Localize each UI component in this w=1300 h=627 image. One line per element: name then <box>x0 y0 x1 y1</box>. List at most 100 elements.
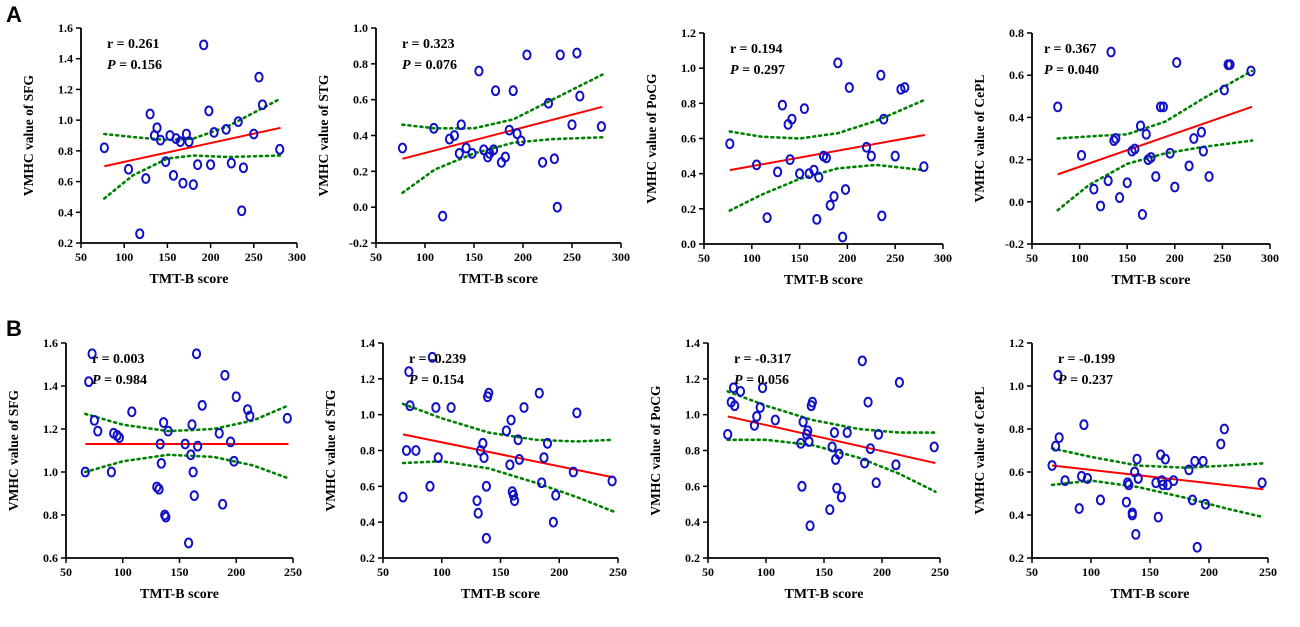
data-point <box>919 161 929 173</box>
y-tick-label: 1.2 <box>43 422 58 436</box>
x-tick-label: 250 <box>245 250 263 264</box>
data-point <box>1122 177 1132 189</box>
data-point <box>879 113 889 125</box>
data-point <box>797 480 807 492</box>
x-axis-title: TMT-B score <box>140 587 219 602</box>
data-point <box>1130 143 1140 155</box>
y-tick-label: 0.6 <box>681 132 696 146</box>
data-point <box>552 201 562 213</box>
panel-label-b: B <box>6 316 22 341</box>
data-point <box>805 520 815 532</box>
data-point <box>282 412 292 424</box>
data-point <box>542 437 553 449</box>
data-point <box>1111 133 1121 144</box>
panel-label-a: A <box>6 2 22 27</box>
data-point <box>1158 479 1168 491</box>
data-point <box>833 57 843 69</box>
p-annotation: P = 0.056 <box>734 373 789 388</box>
y-tick-label: 0.4 <box>1009 508 1024 522</box>
data-point <box>163 425 173 437</box>
y-tick-label: 0.8 <box>685 444 700 458</box>
data-point <box>123 163 134 175</box>
y-tick-label: 0.6 <box>1009 68 1024 82</box>
data-point <box>449 130 459 141</box>
data-point <box>1135 120 1146 132</box>
x-tick-label: 50 <box>75 250 87 264</box>
data-point <box>456 119 466 131</box>
data-point <box>479 452 489 464</box>
data-point <box>473 507 483 519</box>
data-point <box>1127 509 1137 521</box>
ci-upper-curve <box>728 98 927 140</box>
y-tick-label: 1.2 <box>360 372 375 386</box>
ci-upper-curve <box>1050 447 1265 470</box>
y-tick-label: 0.2 <box>58 236 73 250</box>
data-point <box>1082 473 1093 484</box>
data-point <box>114 432 124 444</box>
y-tick-label: 1.0 <box>681 61 696 75</box>
y-tick-label: 0.2 <box>1009 153 1024 167</box>
data-point <box>1151 171 1161 182</box>
data-point <box>454 148 464 159</box>
data-point <box>404 366 414 378</box>
data-point <box>543 97 554 109</box>
x-axis-title: TMT-B score <box>1111 587 1190 602</box>
data-point <box>249 128 259 140</box>
x-axis-title: TMT-B score <box>785 587 864 602</box>
data-point <box>229 455 239 467</box>
x-tick-label: 200 <box>202 250 220 264</box>
data-point <box>1109 135 1119 147</box>
x-tick-label: 50 <box>702 565 714 579</box>
data-point <box>575 90 585 102</box>
y-tick-label: 1.0 <box>1009 379 1024 393</box>
data-point <box>257 99 268 111</box>
data-point <box>568 466 578 478</box>
data-point <box>1124 479 1134 491</box>
data-point <box>1153 511 1163 523</box>
p-symbol: P <box>409 373 418 388</box>
data-point <box>1225 59 1235 71</box>
p-annotation: P = 0.076 <box>402 58 457 73</box>
x-tick-label: 150 <box>815 565 833 579</box>
x-tick-label: 100 <box>433 565 451 579</box>
r-annotation: r = 0.367 <box>1044 42 1096 57</box>
data-point <box>231 391 241 403</box>
data-point <box>93 425 103 437</box>
data-point <box>199 39 209 51</box>
data-point <box>894 377 905 388</box>
data-point <box>825 504 835 516</box>
data-point <box>834 448 844 460</box>
x-tick-label: 150 <box>1141 565 1159 579</box>
regression-line <box>402 105 603 160</box>
data-point <box>1189 133 1199 144</box>
p-annotation: P = 0.040 <box>1044 63 1099 78</box>
y-tick-label: 1.0 <box>353 21 368 35</box>
data-point <box>154 483 164 495</box>
data-point <box>840 184 851 195</box>
p-value: = 0.056 <box>743 373 789 388</box>
data-point <box>506 414 516 426</box>
y-tick-label: 1.4 <box>58 52 73 66</box>
r-annotation: r = -0.317 <box>734 352 791 367</box>
x-tick-label: 200 <box>514 250 532 264</box>
x-tick-label: 200 <box>1200 565 1218 579</box>
data-point <box>204 105 214 117</box>
r-annotation: r = -0.239 <box>409 352 466 367</box>
data-point <box>398 491 408 503</box>
data-point <box>1165 147 1175 159</box>
chart-5: 0.6 0.8 1.0 1.2 1.4 1.6 50 100 150 200 250 TMT-B sc… <box>6 336 302 602</box>
data-point <box>762 212 772 224</box>
data-point <box>275 143 285 155</box>
data-point <box>900 82 910 93</box>
data-point <box>1114 192 1125 203</box>
data-point <box>478 437 488 449</box>
data-point <box>865 443 876 455</box>
x-tick-label: 250 <box>1213 251 1231 265</box>
y-tick-label: 0.2 <box>681 202 696 216</box>
x-tick-label: 100 <box>114 565 132 579</box>
data-point <box>220 369 230 381</box>
data-point <box>481 480 491 492</box>
y-axis-title: VMHC value of CePL <box>972 387 987 515</box>
data-point <box>1053 101 1063 113</box>
data-point <box>842 427 852 438</box>
